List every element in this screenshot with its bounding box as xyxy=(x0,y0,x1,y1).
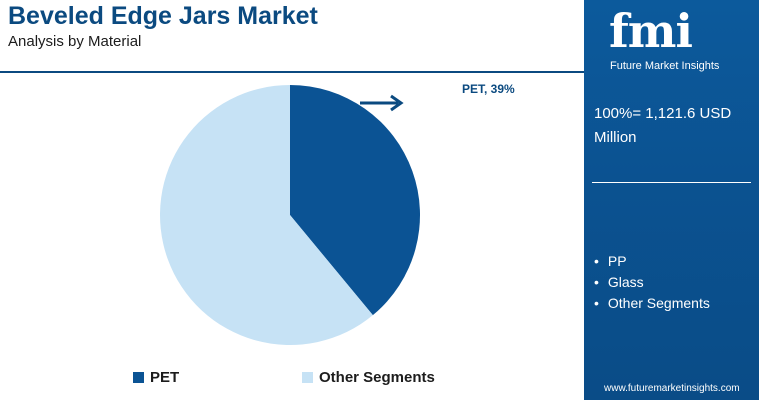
pie-slice-other-segments xyxy=(159,85,373,346)
info-panel: fmi Future Market Insights 100%= 1,121.6… xyxy=(584,0,759,400)
legend-swatch-pet xyxy=(133,372,144,383)
annotation-arrow-icon xyxy=(360,94,404,112)
legend-label-other-segments: Other Segments xyxy=(319,369,435,386)
logo-mark: fmi xyxy=(609,4,693,58)
logo-tagline: Future Market Insights xyxy=(610,60,720,72)
legend-item-pet: PET xyxy=(133,369,179,386)
legend-item-other-segments: Other Segments xyxy=(302,369,435,386)
bullet-icon: • xyxy=(594,253,599,269)
legend-label-pet: PET xyxy=(150,369,180,386)
chart-title: Beveled Edge Jars Market xyxy=(8,2,318,30)
market-total: 100%= 1,121.6 USD Million xyxy=(594,102,749,150)
chart-subtitle: Analysis by Material xyxy=(8,33,142,50)
other-segments-list: • PP • Glass • Other Segments xyxy=(594,251,710,314)
market-total-line1: 100%= 1,121.6 USD xyxy=(594,105,732,122)
pie-chart xyxy=(159,85,420,346)
header-divider xyxy=(0,71,585,73)
bullet-icon: • xyxy=(594,295,599,311)
panel-divider xyxy=(592,182,751,183)
market-total-line2: Million xyxy=(594,129,637,146)
legend-swatch-other xyxy=(302,372,313,383)
other-segment-item: • PP xyxy=(594,251,710,272)
website-link[interactable]: www.futuremarketinsights.com xyxy=(604,383,740,394)
pet-slice-label: PET, 39% xyxy=(462,82,515,96)
pie-slice-pet xyxy=(290,85,420,316)
bullet-icon: • xyxy=(594,274,599,290)
pie-slices xyxy=(159,85,420,346)
other-segment-item: • Other Segments xyxy=(594,293,710,314)
fmi-logo: fmi Future Market Insights xyxy=(602,4,752,74)
other-segment-item: • Glass xyxy=(594,272,710,293)
